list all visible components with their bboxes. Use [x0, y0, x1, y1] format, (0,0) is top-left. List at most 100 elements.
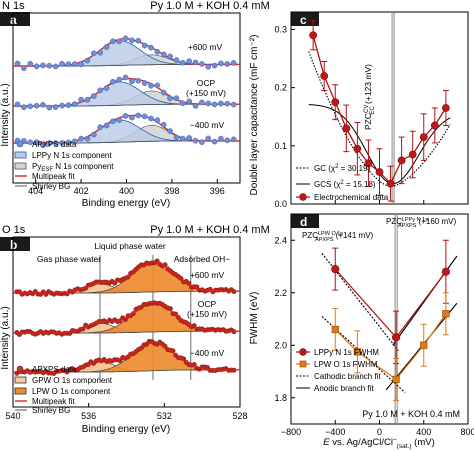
- lpw-fwhm-point: [442, 310, 450, 318]
- apxps-point: [173, 134, 180, 141]
- apxps-point: [160, 121, 167, 128]
- apxps-point: [46, 104, 53, 111]
- panel-b-label-ocp: OCP: [198, 299, 217, 309]
- lpw-fwhm-point: [392, 375, 400, 383]
- apxps-point: [97, 49, 104, 56]
- lpw-fwhm-line: [334, 313, 447, 381]
- electrochemical-point: [353, 144, 362, 153]
- x-tick-label: −400: [325, 427, 345, 437]
- n-cathodic-fit: [321, 253, 399, 351]
- apxps-point: [154, 82, 161, 89]
- apxps-point: [52, 104, 59, 110]
- legend-lpw-swatch: [14, 387, 27, 395]
- lppy-fwhm-point: [441, 267, 450, 276]
- panel-a-title: Py 1.0 M + KOH 0.4 mM: [150, 0, 270, 12]
- apxps-point: [129, 37, 135, 44]
- panel-d-pzc-n-label: PZCLPPy N 1s APXPS (+160 mV): [386, 217, 456, 229]
- apxps-point: [218, 60, 224, 67]
- panel-b-ylabel: Intensity (a.u.): [0, 306, 11, 369]
- apxps-point: [186, 98, 193, 105]
- panel-d-legend: LPPy N 1s FWHM LPW O 1s FWHM Cathodic br…: [296, 348, 381, 393]
- x-tick-label: 532: [157, 411, 172, 421]
- apxps-point: [40, 62, 46, 69]
- panel-a-xlabel: Binding energy (eV): [82, 198, 170, 209]
- apxps-point: [148, 44, 154, 51]
- apxps-point: [173, 95, 180, 102]
- spectrum-a-1: [13, 74, 240, 111]
- panel-c-y-ticks: 0.0 0.1 0.2 0.3: [274, 24, 469, 209]
- apxps-point: [135, 77, 142, 84]
- apxps-point: [116, 76, 123, 83]
- legend-lpw-fwhm-marker: [299, 360, 307, 368]
- apxps-point: [199, 139, 205, 145]
- panel-d-plot-area: [321, 214, 458, 424]
- legend-b-fit-text: Multipeak fit: [32, 397, 75, 406]
- apxps-point: [33, 63, 40, 70]
- apxps-point: [122, 35, 129, 42]
- panel-a-label-400: −400 mV: [190, 120, 225, 130]
- apxps-point: [90, 131, 97, 138]
- panel-c-ylabel: Double layer capacitance (mF cm⁻²): [249, 35, 260, 196]
- legend-gcs-text: GCS (χ2 = 15.18): [314, 180, 376, 189]
- apxps-point: [103, 85, 110, 91]
- legend-apxps-marker: [16, 140, 24, 148]
- panel-b-annot-liquid: Liquid phase water: [94, 241, 166, 251]
- apxps-point: [84, 57, 91, 64]
- apxps-point: [154, 117, 161, 124]
- x-tick-label: 400: [416, 427, 431, 437]
- panel-b-label-400: −400 mV: [190, 348, 225, 358]
- apxps-point: [224, 100, 231, 107]
- apxps-point: [205, 100, 212, 107]
- x-tick-label: 398: [164, 186, 179, 196]
- apxps-point: [167, 95, 173, 102]
- apxps-point: [218, 135, 224, 142]
- panel-a-plot-area: [13, 35, 240, 149]
- apxps-point: [192, 137, 199, 144]
- apxps-point: [135, 37, 142, 44]
- panel-b-label: b: [10, 238, 17, 252]
- legend-gpw-swatch: [14, 376, 27, 384]
- legend-lpw-text: LPW O 1s component: [32, 387, 111, 396]
- spectrum-a-0: [13, 35, 240, 71]
- lppy-fwhm-point: [331, 265, 340, 274]
- spectrum-a-2: [13, 112, 240, 149]
- legend-b-apxps-text: APXPS data: [32, 365, 77, 374]
- panel-d-footer: Py 1.0 M + KOH 0.4 mM: [362, 409, 460, 419]
- apxps-point: [224, 137, 231, 144]
- apxps-point: [211, 138, 218, 145]
- apxps-point: [179, 100, 186, 107]
- apxps-point: [224, 61, 231, 67]
- apxps-point: [59, 140, 65, 146]
- electrochemical-point: [386, 179, 395, 188]
- apxps-point: [33, 102, 40, 109]
- spectrum-b-1: [13, 300, 240, 337]
- x-tick-label: 528: [232, 411, 247, 421]
- panel-c-label-box: [291, 12, 319, 26]
- electrochemical-point: [320, 72, 329, 80]
- apxps-point: [129, 114, 135, 121]
- apxps-point: [110, 78, 116, 85]
- panel-a-legend: APXPS data LPPy N 1s component PyESF N 1…: [14, 140, 114, 191]
- apxps-point: [71, 61, 78, 67]
- panel-b-plot-area: [13, 255, 240, 380]
- legend-bg-text: Shirley BG: [32, 182, 70, 191]
- x-tick-label: −800: [281, 427, 301, 437]
- panel-a-ylabel: Intensity (a.u.): [0, 83, 11, 146]
- panel-a-x-ticks: 404 402 400 398 396: [28, 179, 225, 196]
- apxps-point: [90, 93, 97, 99]
- apxps-point: [230, 136, 237, 143]
- x-tick-label: 396: [210, 186, 225, 196]
- gc-fit-curve: [308, 51, 451, 188]
- apxps-point: [179, 135, 186, 142]
- panel-b-subtitle: O 1s: [2, 224, 26, 236]
- apxps-point: [141, 80, 148, 86]
- apxps-point: [110, 38, 116, 45]
- panel-b-x-ticks: 540 536 532 528: [5, 403, 248, 421]
- apxps-point: [27, 139, 34, 146]
- apxps-point: [90, 50, 97, 57]
- apxps-point: [116, 117, 123, 123]
- legend-lppy-fwhm-text: LPPy N 1s FWHM: [314, 348, 379, 357]
- multipeak-fit: [13, 261, 240, 294]
- apxps-point: [205, 63, 212, 70]
